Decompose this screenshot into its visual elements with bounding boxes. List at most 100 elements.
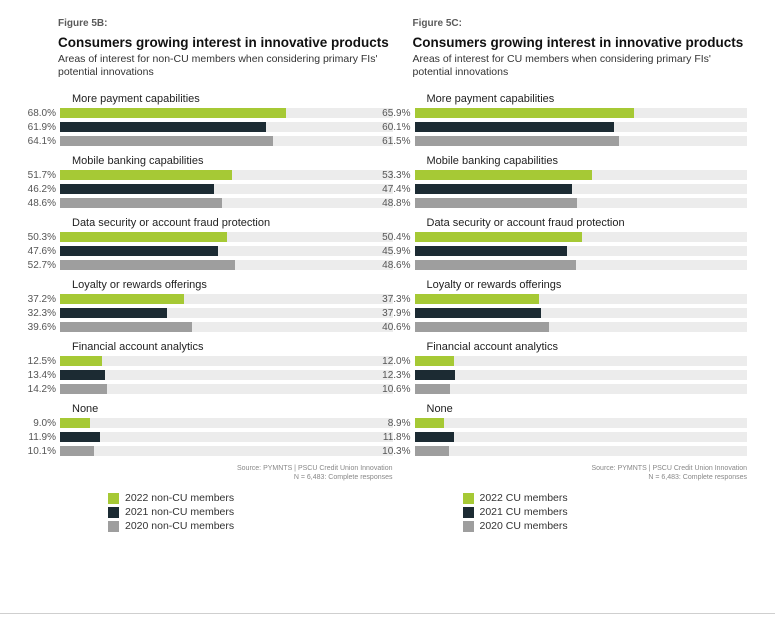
legend-label: 2020 non-CU members (125, 520, 234, 532)
chart-title: Consumers growing interest in innovative… (58, 35, 393, 51)
bar-track (60, 294, 393, 304)
bar-group-label: None (58, 403, 393, 415)
bar-fill (415, 184, 573, 194)
bar-track (60, 198, 393, 208)
bar-value-label: 37.3% (371, 294, 415, 305)
bar-row: 50.3% (58, 231, 393, 243)
bar-value-label: 9.0% (16, 418, 60, 429)
bar-value-label: 48.8% (371, 198, 415, 209)
bar-fill (60, 356, 102, 366)
bar-group: Mobile banking capabilities51.7%46.2%48.… (58, 155, 393, 209)
bar-track (415, 136, 748, 146)
bar-track (60, 232, 393, 242)
bar-row: 48.6% (413, 259, 748, 271)
legend-swatch (463, 507, 474, 518)
bar-row: 32.3% (58, 307, 393, 319)
bar-group-label: Mobile banking capabilities (413, 155, 748, 167)
bar-track (60, 170, 393, 180)
bar-row: 48.6% (58, 197, 393, 209)
bar-value-label: 68.0% (16, 108, 60, 119)
bar-value-label: 50.4% (371, 232, 415, 243)
bar-track (415, 122, 748, 132)
bar-row: 37.3% (413, 293, 748, 305)
bar-row: 11.9% (58, 431, 393, 443)
bar-track (60, 184, 393, 194)
bar-value-label: 45.9% (371, 246, 415, 257)
bar-fill (415, 122, 615, 132)
bar-fill (415, 198, 577, 208)
bar-value-label: 32.3% (16, 308, 60, 319)
bar-row: 12.5% (58, 355, 393, 367)
bar-fill (415, 108, 634, 118)
bar-fill (415, 260, 577, 270)
bar-fill (415, 308, 541, 318)
bar-value-label: 39.6% (16, 322, 60, 333)
bar-track (415, 370, 748, 380)
bar-row: 60.1% (413, 121, 748, 133)
bar-fill (60, 246, 218, 256)
bar-track (415, 294, 748, 304)
bar-track (415, 184, 748, 194)
bar-fill (415, 294, 539, 304)
bar-fill (415, 432, 454, 442)
bar-fill (415, 418, 445, 428)
bar-fill (60, 322, 192, 332)
bar-track (60, 136, 393, 146)
bar-fill (60, 308, 167, 318)
bar-fill (60, 260, 235, 270)
chart-subtitle: Areas of interest for non-CU members whe… (58, 53, 393, 79)
bar-track (60, 108, 393, 118)
bar-group: Loyalty or rewards offerings37.3%37.9%40… (413, 279, 748, 333)
legend-swatch (463, 521, 474, 532)
bar-group-label: Loyalty or rewards offerings (413, 279, 748, 291)
chart-title: Consumers growing interest in innovative… (413, 35, 748, 51)
bar-group: Financial account analytics12.0%12.3%10.… (413, 341, 748, 395)
bar-group-label: Financial account analytics (413, 341, 748, 353)
bar-fill (60, 184, 214, 194)
bar-track (415, 108, 748, 118)
bar-value-label: 47.4% (371, 184, 415, 195)
bar-fill (60, 122, 266, 132)
source-line: Source: PYMNTS | PSCU Credit Union Innov… (413, 465, 748, 473)
bar-group: None8.9%11.8%10.3% (413, 403, 748, 457)
legend-swatch (108, 507, 119, 518)
bar-row: 12.3% (413, 369, 748, 381)
bar-fill (60, 418, 90, 428)
bar-group: Data security or account fraud protectio… (413, 217, 748, 271)
bar-row: 40.6% (413, 321, 748, 333)
legend-swatch (463, 493, 474, 504)
bar-fill (415, 170, 592, 180)
bar-track (60, 246, 393, 256)
bar-value-label: 52.7% (16, 260, 60, 271)
bar-row: 61.9% (58, 121, 393, 133)
legend-label: 2021 CU members (480, 506, 568, 518)
legend: 2022 non-CU members 2021 non-CU members 20… (58, 492, 393, 532)
bar-row: 52.7% (58, 259, 393, 271)
bar-group-label: Data security or account fraud protectio… (58, 217, 393, 229)
bar-value-label: 48.6% (16, 198, 60, 209)
bar-fill (60, 136, 273, 146)
legend: 2022 CU members2021 CU members2020 CU me… (413, 492, 748, 532)
bar-fill (60, 108, 286, 118)
bar-row: 12.0% (413, 355, 748, 367)
bar-value-label: 61.5% (371, 136, 415, 147)
legend-item: 2021 non-CU members (108, 506, 393, 518)
legend-label: 2022 non-CU members (125, 492, 234, 504)
bar-fill (415, 322, 550, 332)
bar-value-label: 61.9% (16, 122, 60, 133)
bar-value-label: 12.3% (371, 370, 415, 381)
bar-row: 48.8% (413, 197, 748, 209)
bar-value-label: 47.6% (16, 246, 60, 257)
bar-fill (60, 384, 107, 394)
bar-track (60, 384, 393, 394)
legend-item: 2020 non-CU members (108, 520, 393, 532)
legend-swatch (108, 493, 119, 504)
bar-value-label: 65.9% (371, 108, 415, 119)
bar-value-label: 10.6% (371, 384, 415, 395)
bar-row: 53.3% (413, 169, 748, 181)
bar-row: 39.6% (58, 321, 393, 333)
bar-group-label: Loyalty or rewards offerings (58, 279, 393, 291)
legend-label: 2022 CU members (480, 492, 568, 504)
bar-group: None9.0%11.9%10.1% (58, 403, 393, 457)
bar-track (415, 432, 748, 442)
